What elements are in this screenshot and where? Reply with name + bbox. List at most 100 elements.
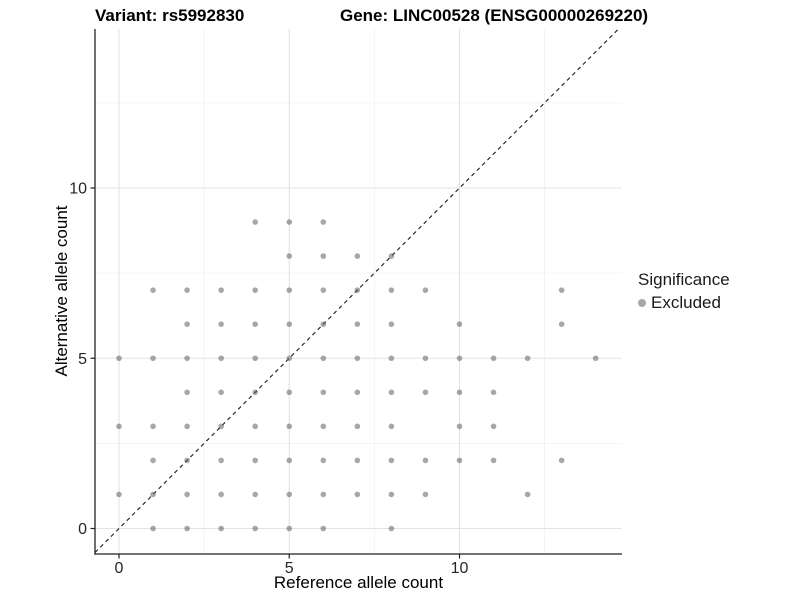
data-point xyxy=(320,457,327,464)
plot-title-variant: Variant: rs5992830 xyxy=(95,6,245,25)
data-point xyxy=(116,491,122,498)
data-point xyxy=(422,355,429,362)
data-point xyxy=(286,491,293,498)
data-point xyxy=(286,321,293,328)
data-point xyxy=(354,321,361,328)
data-point xyxy=(320,219,327,225)
legend-point-icon xyxy=(638,299,646,307)
data-point xyxy=(354,457,361,464)
y-tick-label: 5 xyxy=(78,351,87,368)
data-point xyxy=(422,491,429,498)
data-point xyxy=(150,525,156,532)
data-point xyxy=(286,355,293,362)
data-point xyxy=(558,457,565,464)
x-tick-label: 5 xyxy=(285,560,294,577)
data-point xyxy=(150,491,156,498)
data-point xyxy=(218,457,224,464)
data-point xyxy=(320,253,327,259)
data-point xyxy=(184,287,190,293)
data-point xyxy=(388,287,395,293)
data-point xyxy=(320,491,327,498)
data-point xyxy=(388,525,395,532)
data-point xyxy=(558,321,565,328)
data-point xyxy=(320,287,327,293)
data-point xyxy=(354,355,361,362)
data-point xyxy=(252,287,258,293)
data-point xyxy=(252,525,258,532)
data-point xyxy=(388,457,395,464)
data-point xyxy=(218,491,224,498)
data-point xyxy=(184,423,190,430)
data-point xyxy=(218,355,224,362)
data-point xyxy=(388,491,395,498)
data-point xyxy=(320,321,327,328)
data-point xyxy=(354,287,361,293)
data-point xyxy=(490,389,497,396)
data-point xyxy=(252,423,258,430)
data-point xyxy=(354,253,361,259)
data-point xyxy=(184,321,190,328)
data-point xyxy=(286,423,293,430)
data-point xyxy=(218,525,224,532)
data-point xyxy=(388,253,395,259)
data-point xyxy=(286,525,293,532)
data-point xyxy=(252,219,258,225)
data-point xyxy=(354,389,361,396)
data-point xyxy=(286,389,293,396)
data-point xyxy=(218,321,224,328)
data-point xyxy=(354,423,361,430)
data-point xyxy=(320,525,327,532)
x-tick-label: 10 xyxy=(451,560,469,577)
data-point xyxy=(286,287,293,293)
data-point xyxy=(286,219,293,225)
data-point xyxy=(388,423,395,430)
data-point xyxy=(252,355,258,362)
y-tick-label: 10 xyxy=(69,181,87,198)
data-point xyxy=(252,457,258,464)
data-point xyxy=(354,491,361,498)
data-point xyxy=(252,321,258,328)
data-point xyxy=(150,355,156,362)
data-point xyxy=(218,287,224,293)
data-point xyxy=(388,355,395,362)
data-point xyxy=(422,457,429,464)
data-point xyxy=(320,389,327,396)
data-point xyxy=(456,389,463,396)
data-point xyxy=(184,457,190,464)
data-point xyxy=(252,491,258,498)
legend-item-label: Excluded xyxy=(651,293,721,312)
data-point xyxy=(524,355,531,362)
data-point xyxy=(490,457,497,464)
data-point xyxy=(422,389,429,396)
y-tick-label: 0 xyxy=(78,521,87,538)
data-point xyxy=(592,355,599,362)
x-tick-label: 0 xyxy=(115,560,124,577)
data-point xyxy=(184,355,190,362)
data-point xyxy=(116,423,122,430)
data-point xyxy=(456,457,463,464)
data-point xyxy=(456,355,463,362)
data-point xyxy=(218,389,224,396)
legend-item-excluded: Excluded xyxy=(638,293,730,313)
data-point xyxy=(184,389,190,396)
data-point xyxy=(218,423,224,430)
data-point xyxy=(150,457,156,464)
data-point xyxy=(184,491,190,498)
data-point xyxy=(456,321,463,328)
data-point xyxy=(490,423,497,430)
data-point xyxy=(286,253,293,259)
data-point xyxy=(388,321,395,328)
data-point xyxy=(558,287,565,293)
data-point xyxy=(320,423,327,430)
data-point xyxy=(422,287,429,293)
data-point xyxy=(116,355,122,362)
plot-title-gene: Gene: LINC00528 (ENSG00000269220) xyxy=(340,6,649,25)
data-point xyxy=(150,423,156,430)
data-point xyxy=(490,355,497,362)
legend: Significance Excluded xyxy=(638,270,730,313)
data-point xyxy=(456,423,463,430)
data-point xyxy=(150,287,156,293)
data-point xyxy=(524,491,531,498)
